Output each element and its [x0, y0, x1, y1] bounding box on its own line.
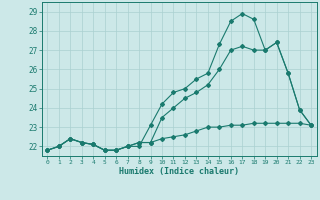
- X-axis label: Humidex (Indice chaleur): Humidex (Indice chaleur): [119, 167, 239, 176]
